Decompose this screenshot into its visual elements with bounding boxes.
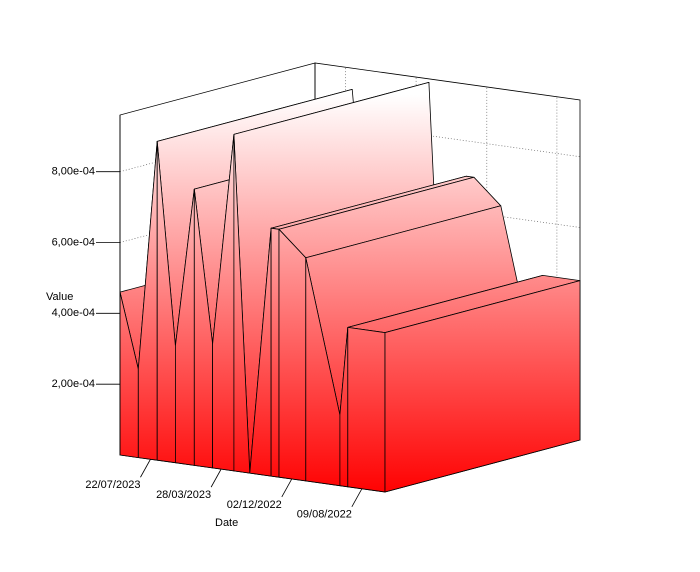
y-tick-label: 8,00e-04 bbox=[52, 166, 95, 178]
ribbon-front bbox=[384, 280, 581, 493]
y-tick-label: 6,00e-04 bbox=[52, 236, 95, 248]
x-axis-label: Date bbox=[215, 517, 238, 529]
ribbon-side bbox=[270, 227, 280, 478]
x-tick-label: 09/08/2022 bbox=[297, 509, 352, 521]
x-tick bbox=[351, 488, 363, 507]
x-tick bbox=[140, 459, 151, 478]
x-tick bbox=[210, 468, 222, 488]
x-tick bbox=[281, 478, 293, 498]
x-tick-label: 22/07/2023 bbox=[85, 479, 140, 491]
y-axis-label: Value bbox=[46, 291, 73, 303]
x-tick-label: 28/03/2023 bbox=[156, 489, 211, 501]
y-tick-label: 2,00e-04 bbox=[52, 378, 95, 390]
ribbon-side bbox=[278, 228, 307, 482]
ribbon-side bbox=[347, 326, 386, 493]
y-tick-label: 4,00e-04 bbox=[52, 307, 95, 319]
x-tick-label: 02/12/2022 bbox=[227, 499, 282, 511]
ribbon-side bbox=[233, 133, 251, 474]
